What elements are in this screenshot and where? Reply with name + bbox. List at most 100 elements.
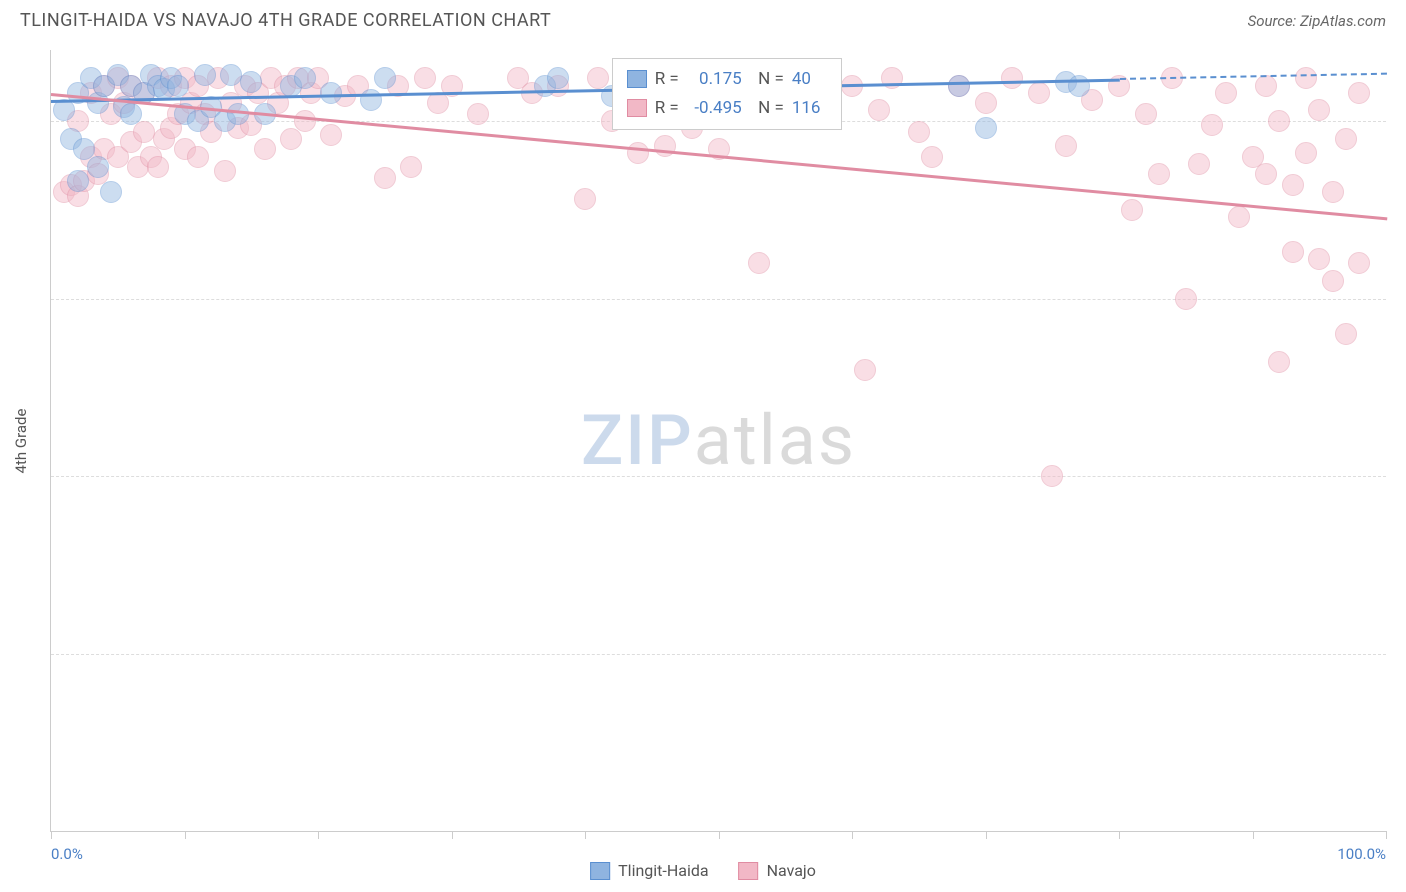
scatter-point bbox=[1322, 181, 1344, 203]
x-tick bbox=[185, 831, 186, 839]
chart-container: 4th Grade ZIPatlas 85.0%90.0%95.0%100.0%… bbox=[50, 50, 1386, 832]
stats-legend: R =0.175 N =40R =-0.495 N =116 bbox=[612, 58, 842, 130]
scatter-point bbox=[1201, 114, 1223, 136]
gridline-h bbox=[51, 476, 1386, 477]
x-tick bbox=[452, 831, 453, 839]
scatter-point bbox=[1148, 163, 1170, 185]
scatter-point bbox=[467, 103, 489, 125]
scatter-point bbox=[414, 67, 436, 89]
scatter-point bbox=[1255, 75, 1277, 97]
scatter-point bbox=[194, 64, 216, 86]
stat-r-value: -0.495 bbox=[687, 94, 742, 123]
legend-label: Tlingit-Haida bbox=[618, 861, 708, 880]
bottom-legend: Tlingit-Haida Navajo bbox=[590, 861, 816, 880]
scatter-point bbox=[294, 110, 316, 132]
stat-n-label: N = bbox=[750, 65, 784, 94]
header: TLINGIT-HAIDA VS NAVAJO 4TH GRADE CORREL… bbox=[0, 0, 1406, 39]
plot-area: 4th Grade ZIPatlas 85.0%90.0%95.0%100.0%… bbox=[50, 50, 1386, 832]
scatter-point bbox=[220, 64, 242, 86]
x-tick bbox=[1119, 831, 1120, 839]
scatter-point bbox=[1348, 82, 1370, 104]
scatter-point bbox=[854, 359, 876, 381]
gridline-h bbox=[51, 654, 1386, 655]
scatter-point bbox=[133, 121, 155, 143]
scatter-point bbox=[975, 117, 997, 139]
scatter-point bbox=[1308, 248, 1330, 270]
scatter-point bbox=[908, 121, 930, 143]
x-tick bbox=[852, 831, 853, 839]
scatter-point bbox=[400, 156, 422, 178]
scatter-point bbox=[748, 252, 770, 274]
scatter-point bbox=[1348, 252, 1370, 274]
scatter-point bbox=[1335, 323, 1357, 345]
x-tick bbox=[585, 831, 586, 839]
scatter-point bbox=[360, 89, 382, 111]
scatter-point bbox=[294, 67, 316, 89]
x-tick bbox=[51, 831, 52, 839]
x-tick bbox=[318, 831, 319, 839]
scatter-point bbox=[67, 170, 89, 192]
watermark-zip: ZIP bbox=[581, 400, 694, 482]
source-attribution: Source: ZipAtlas.com bbox=[1248, 12, 1386, 30]
bottom-legend-item: Navajo bbox=[739, 861, 816, 880]
scatter-point bbox=[1255, 163, 1277, 185]
scatter-point bbox=[1308, 99, 1330, 121]
watermark-atlas: atlas bbox=[694, 400, 856, 482]
scatter-point bbox=[1055, 135, 1077, 157]
x-tick bbox=[1386, 831, 1387, 839]
trend-line bbox=[1120, 73, 1387, 80]
scatter-point bbox=[320, 82, 342, 104]
x-tick bbox=[1253, 831, 1254, 839]
scatter-point bbox=[100, 181, 122, 203]
scatter-point bbox=[1228, 206, 1250, 228]
x-tick-label: 100.0% bbox=[1337, 845, 1386, 863]
scatter-point bbox=[1121, 199, 1143, 221]
scatter-point bbox=[1041, 465, 1063, 487]
x-tick bbox=[719, 831, 720, 839]
x-tick bbox=[986, 831, 987, 839]
scatter-point bbox=[120, 103, 142, 125]
scatter-point bbox=[87, 156, 109, 178]
y-axis-label: 4th Grade bbox=[12, 408, 30, 473]
stat-n-label: N = bbox=[750, 94, 784, 123]
scatter-point bbox=[374, 167, 396, 189]
scatter-point bbox=[1268, 110, 1290, 132]
scatter-point bbox=[1295, 142, 1317, 164]
scatter-point bbox=[147, 156, 169, 178]
scatter-point bbox=[921, 146, 943, 168]
scatter-point bbox=[1215, 82, 1237, 104]
scatter-point bbox=[320, 124, 342, 146]
legend-swatch bbox=[739, 862, 759, 880]
scatter-point bbox=[1135, 103, 1157, 125]
scatter-point bbox=[627, 142, 649, 164]
legend-swatch bbox=[627, 70, 647, 88]
legend-label: Navajo bbox=[767, 861, 816, 880]
scatter-point bbox=[167, 75, 189, 97]
scatter-point bbox=[240, 71, 262, 93]
scatter-point bbox=[975, 92, 997, 114]
scatter-point bbox=[1335, 128, 1357, 150]
scatter-point bbox=[1188, 153, 1210, 175]
scatter-point bbox=[1175, 288, 1197, 310]
stats-legend-row: R =-0.495 N =116 bbox=[627, 94, 827, 123]
scatter-point bbox=[1322, 270, 1344, 292]
scatter-point bbox=[948, 75, 970, 97]
legend-swatch bbox=[627, 99, 647, 117]
scatter-point bbox=[1282, 174, 1304, 196]
scatter-point bbox=[547, 67, 569, 89]
scatter-point bbox=[280, 128, 302, 150]
scatter-point bbox=[868, 99, 890, 121]
stat-r-label: R = bbox=[655, 65, 679, 94]
scatter-point bbox=[1001, 67, 1023, 89]
scatter-point bbox=[427, 92, 449, 114]
scatter-point bbox=[1282, 241, 1304, 263]
scatter-point bbox=[374, 67, 396, 89]
stat-n-value: 116 bbox=[792, 94, 827, 123]
stat-r-value: 0.175 bbox=[687, 65, 742, 94]
scatter-point bbox=[1295, 67, 1317, 89]
scatter-point bbox=[1068, 75, 1090, 97]
bottom-legend-item: Tlingit-Haida bbox=[590, 861, 708, 880]
scatter-point bbox=[574, 188, 596, 210]
watermark: ZIPatlas bbox=[581, 400, 856, 482]
stat-n-value: 40 bbox=[792, 65, 827, 94]
